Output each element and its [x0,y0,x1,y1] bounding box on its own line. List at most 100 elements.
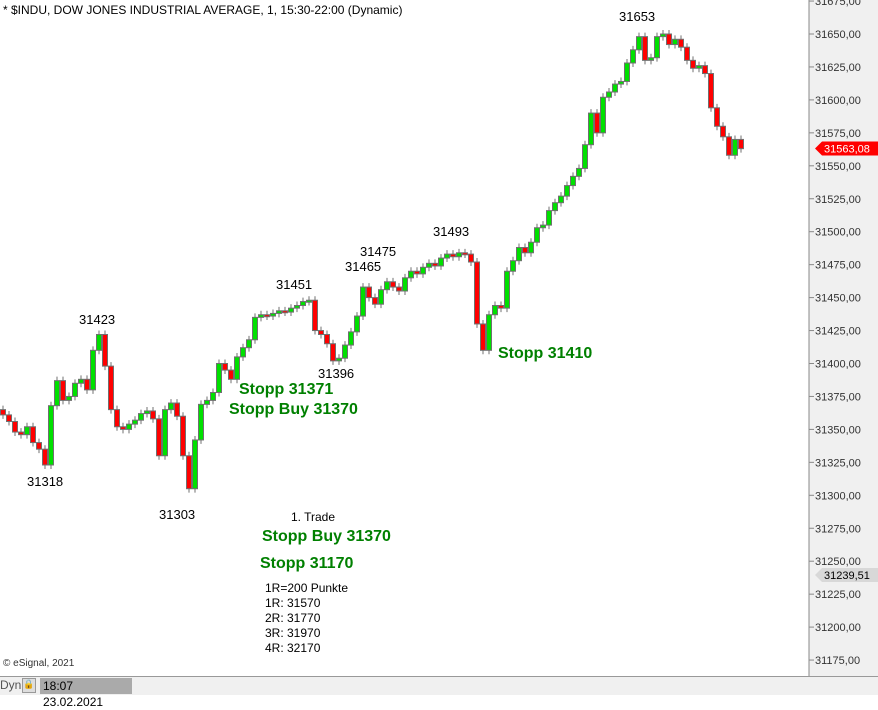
candle [288,307,294,313]
y-tick-label: 31675,00 [815,0,861,8]
candle [546,210,552,226]
candle [528,241,534,254]
r-line: 2R: 31770 [265,611,321,625]
dyn-label[interactable]: Dyn [0,678,22,692]
candle [438,257,444,267]
candle [360,286,366,317]
candle [354,315,360,333]
stop-buy-label: Stopp Buy 31370 [262,528,391,545]
candle [318,330,324,336]
candle [126,423,132,430]
candle [480,323,486,351]
candle [570,175,576,187]
candle [714,107,720,127]
y-tick-label: 31650,00 [815,29,861,41]
candle [558,195,564,204]
candle [444,253,450,259]
candle [612,83,618,93]
candle [114,409,120,428]
price-axis[interactable] [809,0,878,676]
candle [246,339,252,349]
candle [660,33,666,38]
y-tick-label: 31600,00 [815,95,861,107]
candle [648,57,654,61]
stop-label: Stopp 31410 [498,345,593,362]
candle [426,262,432,268]
candle [738,138,744,150]
candle [468,253,474,263]
candle [264,314,270,318]
candle [96,334,102,351]
copyright: © eSignal, 2021 [3,658,75,669]
candle [150,410,156,420]
candle [630,49,636,64]
candle [132,419,138,425]
time-axis[interactable] [0,676,878,695]
r-line: 1R=200 Punkte [265,581,349,595]
candle [108,365,114,411]
candle [624,62,630,82]
y-tick-label: 31625,00 [815,62,861,74]
y-tick-label: 31400,00 [815,359,861,371]
label-high: 31493 [433,224,470,239]
label-low: 31318 [27,474,64,489]
candle [174,402,180,417]
y-tick-label: 31450,00 [815,293,861,305]
y-tick-label: 31225,00 [815,589,861,601]
candle [306,299,312,303]
label-high: 31451 [276,277,313,292]
candle [696,65,702,69]
candle [72,382,78,397]
candle [36,442,42,450]
candle [408,270,414,279]
candle [336,357,342,362]
last-price-tag [815,141,878,156]
candle [684,46,690,61]
candle [402,277,408,292]
candle [42,448,48,466]
candle [678,38,684,48]
candle [204,399,210,405]
last-price-tag-text: 31563,08 [824,144,870,156]
label-low: 31396 [318,366,355,381]
stop-label: Stopp 31170 [260,555,354,572]
cursor-date: 18:07 23.02.2021 [40,678,132,709]
candle [282,310,288,314]
candle [432,262,438,267]
lock-icon[interactable]: 🔒 [22,678,36,693]
candle [576,167,582,177]
candle [30,426,36,444]
candle [84,378,90,391]
candle [144,410,150,415]
ref-price-tag [815,568,878,583]
candle [162,409,168,457]
candle [540,224,546,229]
y-tick-label: 31350,00 [815,424,861,436]
candle [690,59,696,69]
candle [120,426,126,430]
candle [192,439,198,490]
r-line: 3R: 31970 [265,626,321,640]
candle [414,270,420,275]
stop-buy-label: Stopp Buy 31370 [229,401,358,418]
candle [18,431,24,436]
candle [726,136,732,156]
candle [180,415,186,457]
candle [156,418,162,457]
y-tick-label: 31425,00 [815,326,861,338]
candle [66,395,72,401]
candle [270,312,276,317]
candle [732,138,738,156]
candle [294,305,300,309]
r-line: 4R: 32170 [265,641,321,655]
label-low: 31303 [159,507,196,522]
y-tick-label: 31200,00 [815,622,861,634]
candle [378,289,384,305]
candle [606,91,612,98]
candle [456,252,462,258]
candle [366,286,372,299]
candle [48,405,54,466]
candle [720,125,726,138]
candle [102,334,108,367]
candle [594,112,600,134]
